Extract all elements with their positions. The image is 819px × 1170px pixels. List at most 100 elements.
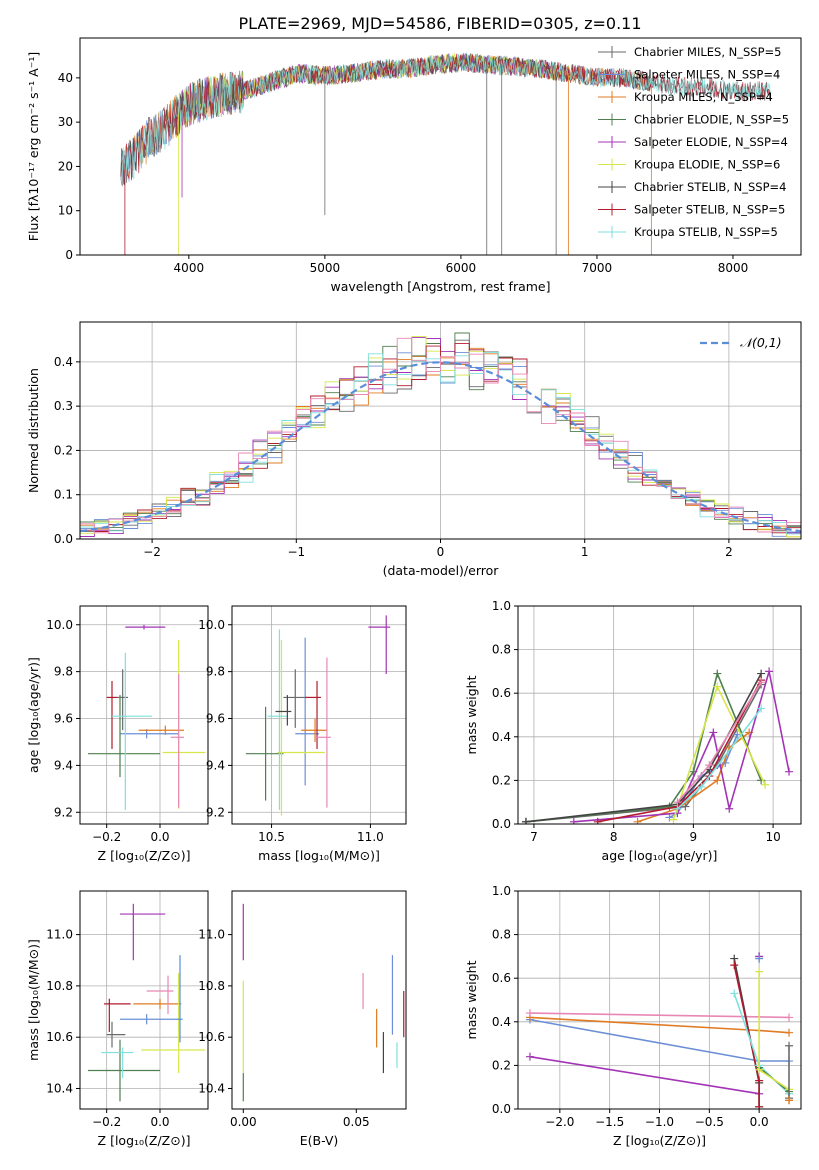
x-tick-label: 0.0 [150,1115,169,1129]
series-marker [525,1009,534,1018]
series-marker [785,1096,794,1105]
panel-mass_vs_Z: −0.2 0.0 10.4 10.6 10.8 11.0 Z [log₁₀(Z/Z⊙)] ma… [26,890,209,1148]
series-line [597,679,762,823]
legend: Chabrier MILES, N_SSP=5 Salpeter MILES, N… [598,45,789,239]
errorbar-point [146,975,174,1015]
series-marker [705,761,714,770]
x-tick-label: 0.00 [230,1115,257,1129]
y-tick-label: 9.2 [206,805,225,819]
x-tick-label: 0.0 [150,830,169,844]
y-axis-label: mass weight [464,675,479,754]
errorbar-point [138,725,184,735]
series-marker [755,1102,764,1109]
axes-frame [79,890,209,1110]
x-axis-label: E(B-V) [300,1133,339,1148]
x-tick-label: 7 [530,830,538,844]
series-marker [697,782,706,791]
x-tick-label: 6000 [446,261,477,275]
errorbar-point [112,652,152,810]
plot-area [242,903,405,1102]
errorbar-point [120,903,166,961]
x-axis-label: Z [log₁₀(Z/Z⊙)] [98,1133,191,1148]
plot-area [245,615,391,816]
axes-frame [79,37,802,256]
x-tick-label: −1.0 [645,1115,674,1129]
errorbar-point [88,1039,160,1102]
y-tick-label: 0.3 [54,399,73,413]
x-tick-label: 4000 [174,261,205,275]
normal-curve [80,361,801,533]
errorbar-point [170,673,184,808]
y-tick-label: 11.0 [198,928,225,942]
y-tick-label: 10.4 [46,1081,73,1095]
figure-title: PLATE=2969, MJD=54586, FIBERID=0305, z=0… [238,14,641,33]
series-marker [730,961,739,970]
spectrum-line [120,53,771,181]
legend-label: Chabrier MILES, N_SSP=5 [634,45,781,59]
plot-area [525,952,794,1109]
histogram-steps [80,337,801,534]
y-tick-label: 0.4 [54,355,73,369]
x-tick-label: −2 [143,545,161,559]
series-line [573,671,790,823]
y-tick-label: 9.4 [54,758,73,772]
panel-spectrum: Chabrier MILES, N_SSP=5 Salpeter MILES, N… [26,37,802,294]
y-tick-label: 10.8 [198,979,225,993]
legend: 𝒩(0,1) [700,335,782,350]
y-tick-label: 9.8 [54,665,73,679]
errorbar-point [295,637,319,786]
y-tick-label: 0.0 [492,1102,511,1116]
series-marker [765,667,774,676]
series-marker [713,682,722,691]
y-tick-label: 40 [58,71,73,85]
series-marker [521,817,530,824]
histogram-steps [80,343,801,534]
legend-label: Kroupa ELODIE, N_SSP=6 [634,158,780,172]
series-marker [755,967,764,976]
errorbar-point [106,1021,126,1048]
legend-label: Salpeter MILES, N_SSP=4 [634,68,780,82]
series-marker [755,1076,764,1085]
series-marker [665,802,674,811]
errorbar-point [133,998,182,1009]
y-tick-label: 0.2 [54,443,73,457]
y-tick-label: 10.6 [198,1030,225,1044]
x-tick-label: 10 [765,830,780,844]
legend-label: Chabrier ELODIE, N_SSP=5 [634,113,789,127]
errorbar-point [301,718,327,742]
y-tick-label: 0.4 [492,730,511,744]
series-marker [669,815,678,824]
y-tick-label: 11.0 [46,928,73,942]
x-tick-label: −0.2 [92,830,121,844]
errorbar-point [275,695,292,726]
series-marker [757,704,766,713]
series-marker [785,1028,794,1037]
x-tick-label: 7000 [582,261,613,275]
y-tick-label: 0.2 [492,773,511,787]
x-tick-label: 8000 [718,261,749,275]
x-tick-label: −1.5 [595,1115,624,1129]
x-tick-label: −2.0 [545,1115,574,1129]
x-tick-label: 2 [725,545,733,559]
y-tick-label: 10.0 [198,618,225,632]
errorbar-point [245,706,284,801]
series-marker [785,767,794,776]
x-tick-label: −0.5 [695,1115,724,1129]
errorbar-point [368,615,391,674]
x-axis-label: age [log₁₀(age/yr)] [602,848,718,863]
y-tick-label: 10.0 [46,618,73,632]
series-marker [761,780,770,789]
series-marker [709,728,718,737]
plot-area [521,667,794,824]
panel-age_vs_mass: 10.5 11.0 9.2 9.4 9.6 9.8 10.0 mass [log₁₀(M/M⊙… [198,605,407,863]
errorbar-point [267,629,288,810]
y-tick-label: 10.4 [198,1081,225,1095]
y-tick-label: 9.8 [206,665,225,679]
errorbar-point [277,639,325,816]
legend-label: Salpeter ELODIE, N_SSP=4 [634,135,788,149]
y-tick-label: 0.0 [492,817,511,831]
series-marker [757,678,766,687]
plot-area [88,903,206,1102]
x-tick-label: −0.2 [92,1115,121,1129]
x-axis-label: Z [log₁₀(Z/Z⊙)] [613,1133,706,1148]
